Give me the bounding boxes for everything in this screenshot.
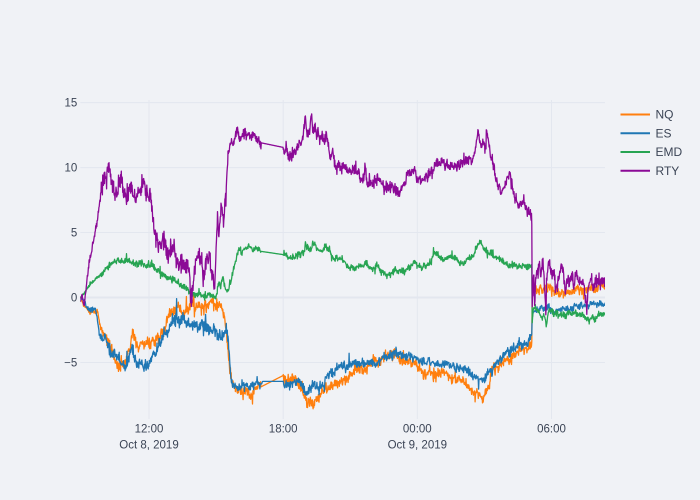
svg-text:00:00: 00:00: [403, 424, 432, 436]
svg-text:0: 0: [71, 293, 77, 305]
svg-text:−5: −5: [64, 358, 77, 370]
svg-text:06:00: 06:00: [537, 424, 566, 436]
svg-text:15: 15: [65, 98, 78, 110]
svg-text:12:00: 12:00: [135, 424, 164, 436]
svg-text:NQ: NQ: [656, 108, 674, 122]
svg-text:RTY: RTY: [656, 164, 680, 178]
svg-text:5: 5: [71, 228, 77, 240]
svg-text:Oct 8, 2019: Oct 8, 2019: [119, 440, 178, 452]
svg-text:EMD: EMD: [656, 145, 683, 159]
svg-text:10: 10: [65, 163, 78, 175]
svg-text:18:00: 18:00: [269, 424, 298, 436]
svg-text:Oct 9, 2019: Oct 9, 2019: [388, 440, 447, 452]
svg-text:ES: ES: [656, 126, 672, 140]
